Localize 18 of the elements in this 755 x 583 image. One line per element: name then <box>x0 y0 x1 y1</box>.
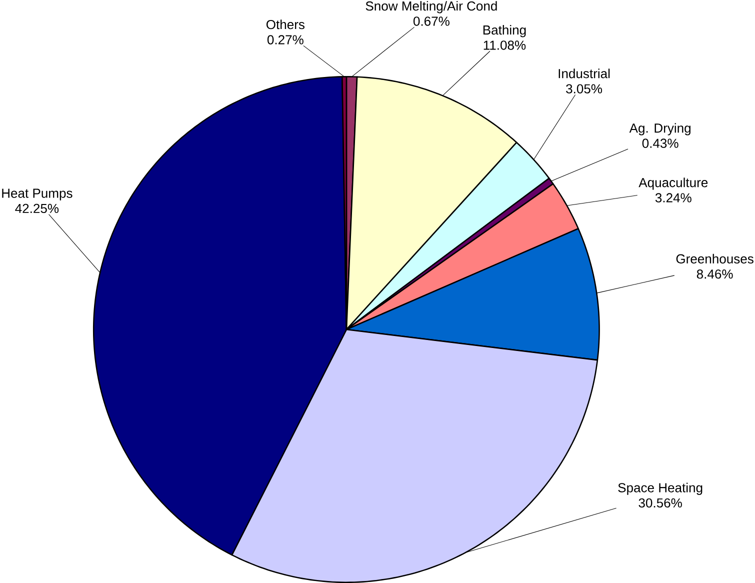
slice-label: Snow Melting/Air Cond <box>366 1 497 14</box>
data-label: 42.25% <box>15 204 59 214</box>
data-label: 0.43% <box>642 138 678 148</box>
slice-label: Greenhouses <box>676 254 754 264</box>
slice-label: Heat Pumps <box>2 188 72 200</box>
data-label: 3.05% <box>566 84 602 94</box>
data-label: 3.24% <box>655 193 692 202</box>
slice-label: Industrial <box>558 68 610 78</box>
slice-label: Aquaculture <box>638 178 708 190</box>
data-label: 8.46% <box>696 269 733 279</box>
slice-label: Space Heating <box>618 482 702 495</box>
slice-label: Others <box>266 20 304 30</box>
data-label: 0.27% <box>267 35 304 44</box>
slice-label: Ag. Drying <box>629 123 690 136</box>
data-label: 30.56% <box>638 498 682 508</box>
data-label: 0.67% <box>413 16 450 26</box>
data-label: 11.08% <box>484 40 526 50</box>
slice-label: Bathing <box>483 25 526 38</box>
